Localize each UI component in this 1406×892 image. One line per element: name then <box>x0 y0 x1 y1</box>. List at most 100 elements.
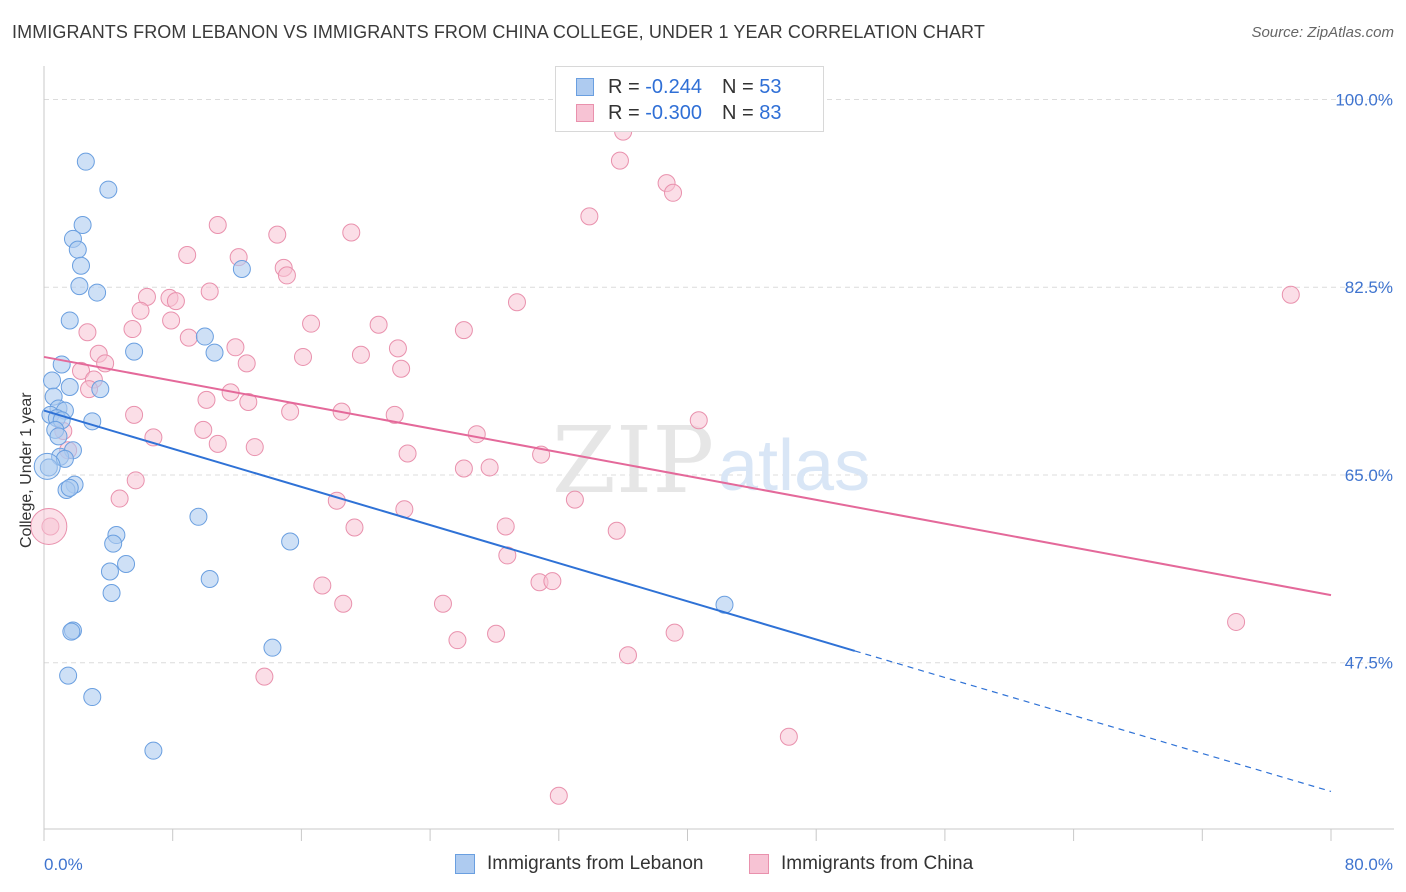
y-tick-label: 100.0% <box>1335 90 1393 109</box>
china-points <box>30 103 1300 805</box>
lebanon-point <box>60 377 79 396</box>
china-point <box>226 338 245 357</box>
lebanon-point <box>60 478 79 497</box>
china-point <box>126 471 145 490</box>
china-trend-line <box>43 355 1332 597</box>
china-point <box>268 225 287 244</box>
china-point <box>294 347 313 366</box>
lebanon-point <box>281 532 300 551</box>
lebanon-point <box>205 343 224 362</box>
lebanon-point <box>72 256 91 275</box>
bottom-legend-label-lebanon: Immigrants from Lebanon <box>487 853 704 874</box>
legend-row-china: R = -0.300 N = 83 <box>576 101 781 125</box>
china-point <box>480 458 499 477</box>
china-point <box>610 151 629 170</box>
china-point <box>779 727 798 746</box>
china-point <box>200 282 219 301</box>
bottom-legend-label-china: Immigrants from China <box>781 853 974 874</box>
lebanon-trend-line <box>43 409 856 652</box>
trend-lines <box>43 355 1332 793</box>
x-tick-label-max: 80.0% <box>1345 855 1393 874</box>
china-point <box>334 594 353 613</box>
chart-title: IMMIGRANTS FROM LEBANON VS IMMIGRANTS FR… <box>12 22 985 42</box>
china-point <box>345 518 364 537</box>
china-point <box>549 786 568 805</box>
lebanon-point <box>189 507 208 526</box>
china-point <box>398 444 417 463</box>
legend-n-value: 53 <box>759 75 782 98</box>
china-point <box>277 266 296 285</box>
china-point <box>454 459 473 478</box>
china-point <box>351 345 370 364</box>
china-point <box>507 293 526 312</box>
lebanon-point <box>60 311 79 330</box>
china-point <box>208 215 227 234</box>
china-point <box>72 361 91 380</box>
china-point <box>194 420 213 439</box>
china-point <box>197 390 216 409</box>
china-point-large <box>30 507 68 545</box>
china-point <box>467 425 486 444</box>
china-point <box>487 624 506 643</box>
lebanon-point <box>232 259 251 278</box>
legend-swatch-lebanon <box>576 78 594 96</box>
source-label: Source: ZipAtlas.com <box>1251 24 1394 41</box>
lebanon-point <box>70 277 89 296</box>
china-point <box>131 301 150 320</box>
china-point <box>385 405 404 424</box>
china-point <box>166 292 185 311</box>
gridlines <box>44 98 1394 664</box>
legend-row-lebanon: R = -0.244 N = 53 <box>576 75 781 99</box>
china-point <box>239 393 258 412</box>
china-point <box>496 517 515 536</box>
china-point <box>1227 612 1246 631</box>
china-point <box>664 183 683 202</box>
china-point <box>313 576 332 595</box>
china-point <box>689 411 708 430</box>
bottom-legend-lebanon: Immigrants from Lebanon <box>455 852 704 876</box>
lebanon-point <box>49 427 68 446</box>
watermark: ZIP atlas <box>552 407 870 514</box>
china-point <box>245 438 264 457</box>
bottom-legend-swatch-china <box>749 854 769 874</box>
legend-r-value: -0.244 <box>645 75 702 98</box>
lebanon-point <box>104 534 123 553</box>
china-point <box>388 339 407 358</box>
china-point <box>369 315 388 334</box>
lebanon-point <box>117 555 136 574</box>
china-point <box>281 402 300 421</box>
lebanon-point <box>91 380 110 399</box>
china-point <box>618 646 637 665</box>
china-point <box>302 314 321 333</box>
legend-n-value: 83 <box>759 101 782 124</box>
axes <box>43 66 1394 841</box>
bottom-legend-swatch-lebanon <box>455 854 475 874</box>
china-point <box>454 321 473 340</box>
lebanon-point <box>39 458 58 477</box>
lebanon-point <box>102 583 121 602</box>
legend-n-label: N = <box>721 101 760 124</box>
lebanon-point <box>263 638 282 657</box>
china-point <box>162 311 181 330</box>
lebanon-point <box>59 666 78 685</box>
lebanon-point <box>200 570 219 589</box>
china-point <box>208 434 227 453</box>
lebanon-point <box>125 342 144 361</box>
legend-r-label: R = <box>608 101 646 124</box>
lebanon-point <box>55 449 74 468</box>
lebanon-point <box>144 741 163 760</box>
china-point <box>433 594 452 613</box>
lebanon-point <box>83 688 102 707</box>
lebanon-point <box>88 283 107 302</box>
lebanon-point <box>76 152 95 171</box>
china-point <box>543 572 562 591</box>
china-point <box>607 521 626 540</box>
legend-r-label: R = <box>608 75 646 98</box>
x-tick-label-min: 0.0% <box>44 855 83 874</box>
lebanon-point <box>43 371 62 390</box>
lebanon-point <box>99 180 118 199</box>
china-point <box>392 359 411 378</box>
china-point <box>178 246 197 265</box>
china-point <box>342 223 361 242</box>
